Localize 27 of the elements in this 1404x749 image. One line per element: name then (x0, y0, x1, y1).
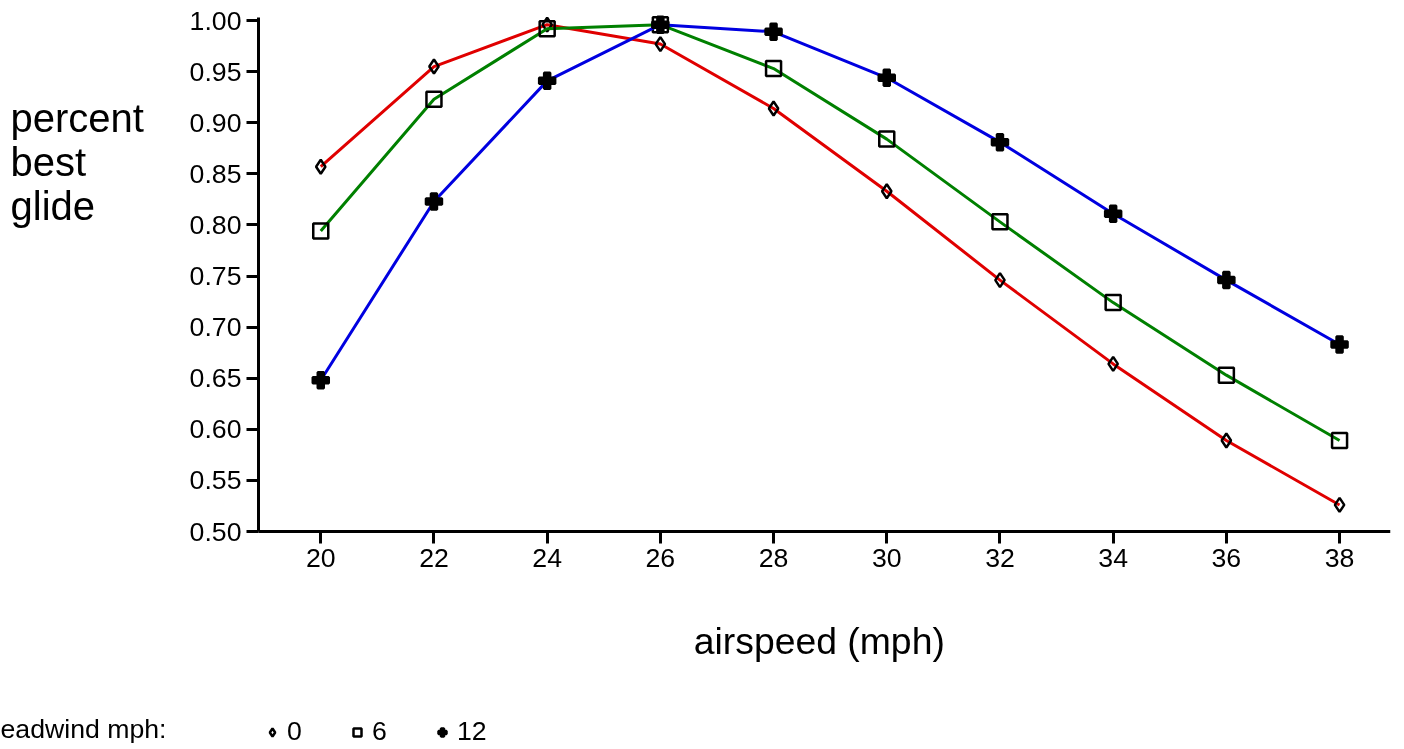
y-tick-label: 0.90 (189, 107, 242, 138)
y-tick-label: 0.95 (189, 56, 242, 87)
x-axis-title: airspeed (mph) (693, 619, 945, 662)
y-tick-label: 0.65 (189, 363, 242, 394)
y-tick-label: 0.80 (189, 209, 242, 240)
x-tick-label: 24 (532, 542, 563, 573)
x-tick-label: 38 (1324, 542, 1355, 573)
y-tick-label: 0.60 (189, 414, 242, 445)
x-tick-label: 22 (419, 542, 449, 573)
legend-title: eadwind mph: (0, 713, 167, 744)
x-tick-label: 36 (1211, 542, 1242, 573)
x-tick-label: 20 (305, 542, 336, 573)
y-tick-label: 1.00 (189, 5, 242, 36)
legend-label: 6 (372, 716, 388, 747)
y-axis-title: percent best glide (10, 95, 144, 228)
x-tick-label: 30 (871, 542, 902, 573)
legend-label: 0 (287, 716, 303, 747)
x-tick-label: 32 (985, 542, 1015, 573)
x-tick-label: 28 (758, 542, 789, 573)
legend-label: 12 (457, 716, 487, 747)
x-tick-label: 34 (1098, 542, 1129, 573)
y-tick-label: 0.75 (189, 261, 242, 292)
x-tick-label: 26 (645, 542, 676, 573)
y-tick-label: 0.70 (189, 312, 242, 343)
y-tick-label: 0.85 (189, 158, 242, 189)
y-tick-label: 0.50 (189, 516, 242, 547)
y-tick-label: 0.55 (189, 465, 242, 496)
